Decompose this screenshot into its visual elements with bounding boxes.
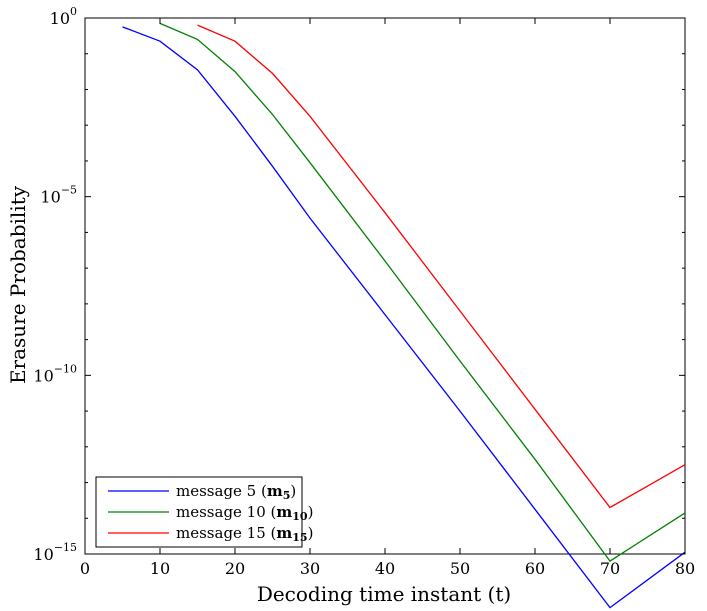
x-tick-label: 0 [80, 559, 90, 578]
legend-entry: message 15 (m15) [176, 524, 313, 544]
series-line-3 [197, 24, 686, 509]
x-tick-label: 20 [225, 559, 245, 578]
x-tick-label: 10 [150, 559, 170, 578]
y-tick-label: 10−10 [33, 362, 77, 385]
x-tick-label: 60 [525, 559, 545, 578]
plot-area [84, 17, 686, 555]
y-tick-label: 10−15 [33, 541, 77, 564]
y-tick-label: 10−5 [40, 184, 77, 207]
x-tick-labels: 0 10 20 30 40 50 60 70 80 [80, 18, 695, 578]
y-tick-labels: 100 10−5 10−10 10−15 [33, 5, 685, 564]
x-tick-label: 40 [375, 559, 395, 578]
plot-frame [84, 17, 686, 555]
y-tick-label: 100 [50, 5, 77, 28]
legend-entry: message 10 (m10) [176, 503, 313, 523]
x-tick-label: 80 [675, 559, 695, 578]
series-line-1 [122, 26, 686, 609]
legend: message 5 (m5)message 10 (m10)message 15… [95, 476, 313, 548]
y-axis-label: Erasure Probability [6, 185, 30, 384]
legend-entry: message 5 (m5) [176, 482, 296, 502]
x-tick-label: 70 [600, 559, 620, 578]
series-lines [122, 22, 686, 609]
x-tick-label: 30 [300, 559, 320, 578]
series-line-2 [159, 22, 686, 562]
x-tick-label: 50 [450, 559, 470, 578]
x-axis-label: Decoding time instant (t) [257, 582, 511, 606]
